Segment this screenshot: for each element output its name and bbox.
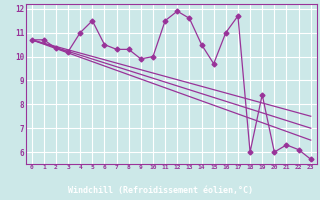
Text: Windchill (Refroidissement éolien,°C): Windchill (Refroidissement éolien,°C) [68,186,252,196]
